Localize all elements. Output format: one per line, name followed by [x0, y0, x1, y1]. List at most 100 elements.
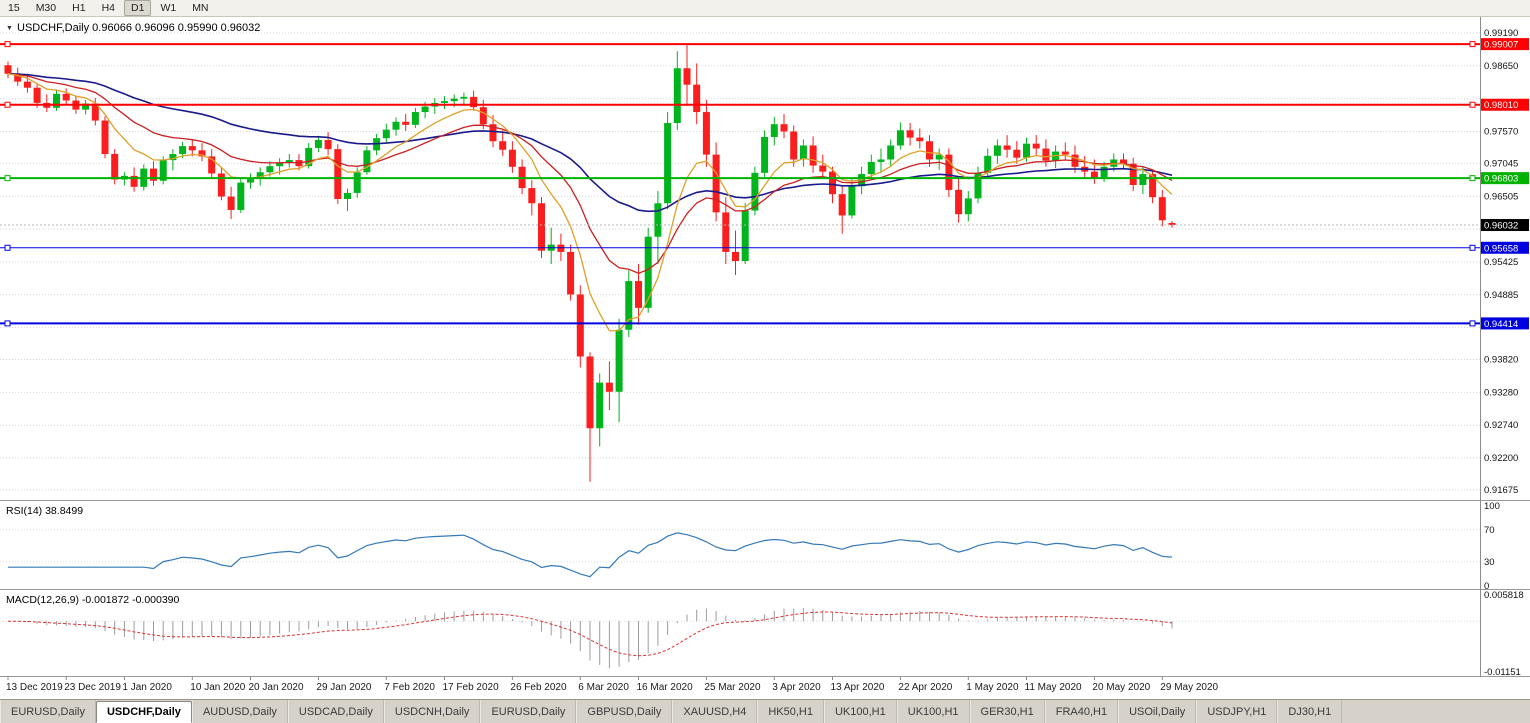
- hline-handle[interactable]: [4, 101, 11, 108]
- rsi-line: [8, 532, 1173, 578]
- chart-tab-uk100-h1[interactable]: UK100,H1: [896, 700, 970, 723]
- date-tick-label: 17 Feb 2020: [443, 682, 500, 693]
- chart-tab-usdchf-daily[interactable]: USDCHF,Daily: [95, 701, 192, 723]
- price-tick-label: 0.96505: [1484, 191, 1518, 202]
- hline-handle[interactable]: [1469, 320, 1476, 327]
- date-tick-label: 1 May 2020: [966, 682, 1019, 693]
- ma-line-fast: [7, 73, 1173, 332]
- svg-text:0.95658: 0.95658: [1484, 243, 1518, 254]
- date-tick-label: 20 May 2020: [1092, 682, 1150, 693]
- timeframe-button-d1[interactable]: D1: [124, 0, 152, 16]
- price-tick-label: 0.92200: [1484, 453, 1518, 464]
- chart-tab-audusd-daily[interactable]: AUDUSD,Daily: [191, 700, 288, 723]
- svg-text:0.98010: 0.98010: [1484, 100, 1518, 111]
- rsi-tick-label: 100: [1484, 501, 1500, 512]
- macd-label: MACD(12,26,9) -0.001872 -0.000390: [6, 594, 180, 606]
- date-tick-label: 16 Mar 2020: [637, 682, 694, 693]
- macd-panel: [0, 608, 1480, 669]
- macd-tick-label: 0.005818: [1484, 590, 1524, 601]
- chart-tab-dj30-h1[interactable]: DJ30,H1: [1277, 700, 1343, 723]
- date-tick-label: 22 Apr 2020: [898, 682, 952, 693]
- price-axis-labels: 0.99190 0.98650 0.97570 0.97045 0.96505 0.954…: [1484, 28, 1524, 678]
- price-tick-label: 0.93280: [1484, 387, 1518, 398]
- chart-tab-xauusd-h4[interactable]: XAUUSD,H4: [672, 700, 758, 723]
- chart-tab-usdjpy-h1[interactable]: USDJPY,H1: [1196, 700, 1278, 723]
- candles-layer: [4, 43, 1176, 482]
- chart-area: 0.99190 0.98650 0.97570 0.97045 0.96505 0.954…: [0, 17, 1530, 699]
- hline-handle[interactable]: [4, 175, 11, 182]
- chart-tab-usdcnh-daily[interactable]: USDCNH,Daily: [383, 700, 481, 723]
- chart-tab-hk50-h1[interactable]: HK50,H1: [757, 700, 824, 723]
- timeframe-button-h4[interactable]: H4: [101, 2, 115, 14]
- chart-tab-ger30-h1[interactable]: GER30,H1: [969, 700, 1045, 723]
- date-tick-label: 20 Jan 2020: [249, 682, 304, 693]
- chart-tab-usdcad-daily[interactable]: USDCAD,Daily: [287, 700, 384, 723]
- price-label-0.98010: 0.98010: [1481, 98, 1529, 111]
- price-tick-label: 0.93820: [1484, 355, 1518, 366]
- chart-tab-uk100-h1[interactable]: UK100,H1: [823, 700, 897, 723]
- date-tick-label: 3 Apr 2020: [772, 682, 821, 693]
- timeframe-button-15[interactable]: 15: [8, 2, 20, 14]
- date-tick-label: 7 Feb 2020: [384, 682, 435, 693]
- chart-tab-bar: EURUSD,Daily USDCHF,Daily AUDUSD,Daily USDC…: [0, 699, 1530, 723]
- date-tick-label: 10 Jan 2020: [190, 682, 245, 693]
- hlines-layer[interactable]: [0, 41, 1480, 327]
- chart-tab-eurusd-daily[interactable]: EURUSD,Daily: [0, 700, 96, 723]
- price-tick-label: 0.94885: [1484, 290, 1518, 301]
- chart-tab-fra40-h1[interactable]: FRA40,H1: [1044, 700, 1119, 723]
- chart-tab-eurusd-daily[interactable]: EURUSD,Daily: [480, 700, 577, 723]
- price-tick-label: 0.97570: [1484, 127, 1518, 138]
- hline-handle[interactable]: [4, 244, 11, 251]
- chart-header: ▼ USDCHF,Daily 0.96066 0.96096 0.95990 0.…: [6, 22, 260, 34]
- timeframe-button-w1[interactable]: W1: [160, 2, 177, 14]
- date-tick-label: 25 Mar 2020: [704, 682, 761, 693]
- rsi-panel: [0, 529, 1480, 578]
- date-tick-label: 29 May 2020: [1160, 682, 1218, 693]
- timeframe-button-mn[interactable]: MN: [192, 2, 209, 14]
- price-label-0.95658: 0.95658: [1481, 241, 1529, 254]
- timeframe-button-h1[interactable]: H1: [72, 2, 86, 14]
- hline-handle[interactable]: [4, 41, 11, 48]
- svg-text:0.94414: 0.94414: [1484, 319, 1518, 330]
- chart-tab-gbpusd-daily[interactable]: GBPUSD,Daily: [576, 700, 673, 723]
- usdchf-chart-canvas[interactable]: 0.99190 0.98650 0.97570 0.97045 0.96505 0.954…: [0, 17, 1530, 699]
- hline-handle[interactable]: [1469, 244, 1476, 251]
- rsi-label: RSI(14) 38.8499: [6, 505, 83, 517]
- date-tick-label: 13 Dec 2019: [6, 682, 63, 693]
- macd-tick-label: -0.01151: [1484, 667, 1521, 678]
- svg-text:0.99007: 0.99007: [1484, 40, 1518, 51]
- date-axis[interactable]: 13 Dec 2019 23 Dec 2019 1 Jan 2020 10 Jan 2…: [6, 676, 1219, 694]
- hline-handle[interactable]: [4, 320, 11, 327]
- collapse-triangle-icon[interactable]: ▼: [6, 25, 13, 32]
- price-tick-label: 0.99190: [1484, 28, 1518, 39]
- date-tick-label: 1 Jan 2020: [122, 682, 172, 693]
- price-label-0.94414: 0.94414: [1481, 317, 1529, 330]
- price-tick-label: 0.92740: [1484, 420, 1518, 431]
- rsi-tick-label: 30: [1484, 557, 1495, 568]
- hline-handle[interactable]: [1469, 101, 1476, 108]
- price-label-0.99007: 0.99007: [1481, 38, 1529, 51]
- date-tick-label: 11 May 2020: [1025, 682, 1083, 693]
- date-tick-label: 26 Feb 2020: [510, 682, 567, 693]
- price-tick-label: 0.91675: [1484, 485, 1518, 496]
- hline-handle[interactable]: [1469, 41, 1476, 48]
- price-grid: [0, 32, 1480, 491]
- svg-text:0.96032: 0.96032: [1484, 221, 1518, 232]
- date-tick-label: 29 Jan 2020: [316, 682, 371, 693]
- ma-line-mid: [7, 73, 1173, 275]
- timeframe-toolbar: 15 M30 H1 H4 D1 W1 MN: [0, 0, 1530, 17]
- date-tick-label: 23 Dec 2019: [64, 682, 121, 693]
- date-tick-label: 6 Mar 2020: [578, 682, 629, 693]
- timeframe-button-m30[interactable]: M30: [35, 2, 57, 14]
- rsi-tick-label: 0: [1484, 581, 1489, 592]
- chart-tab-usoil-daily[interactable]: USOil,Daily: [1118, 700, 1197, 723]
- rsi-tick-label: 70: [1484, 525, 1495, 536]
- price-tick-label: 0.98650: [1484, 61, 1518, 72]
- price-tick-label: 0.95425: [1484, 257, 1518, 268]
- date-tick-label: 13 Apr 2020: [831, 682, 885, 693]
- price-label-0.96803: 0.96803: [1481, 172, 1529, 185]
- svg-text:0.96803: 0.96803: [1484, 174, 1518, 185]
- hline-handle[interactable]: [1469, 175, 1476, 182]
- current-price-label: 0.96032: [1481, 219, 1529, 232]
